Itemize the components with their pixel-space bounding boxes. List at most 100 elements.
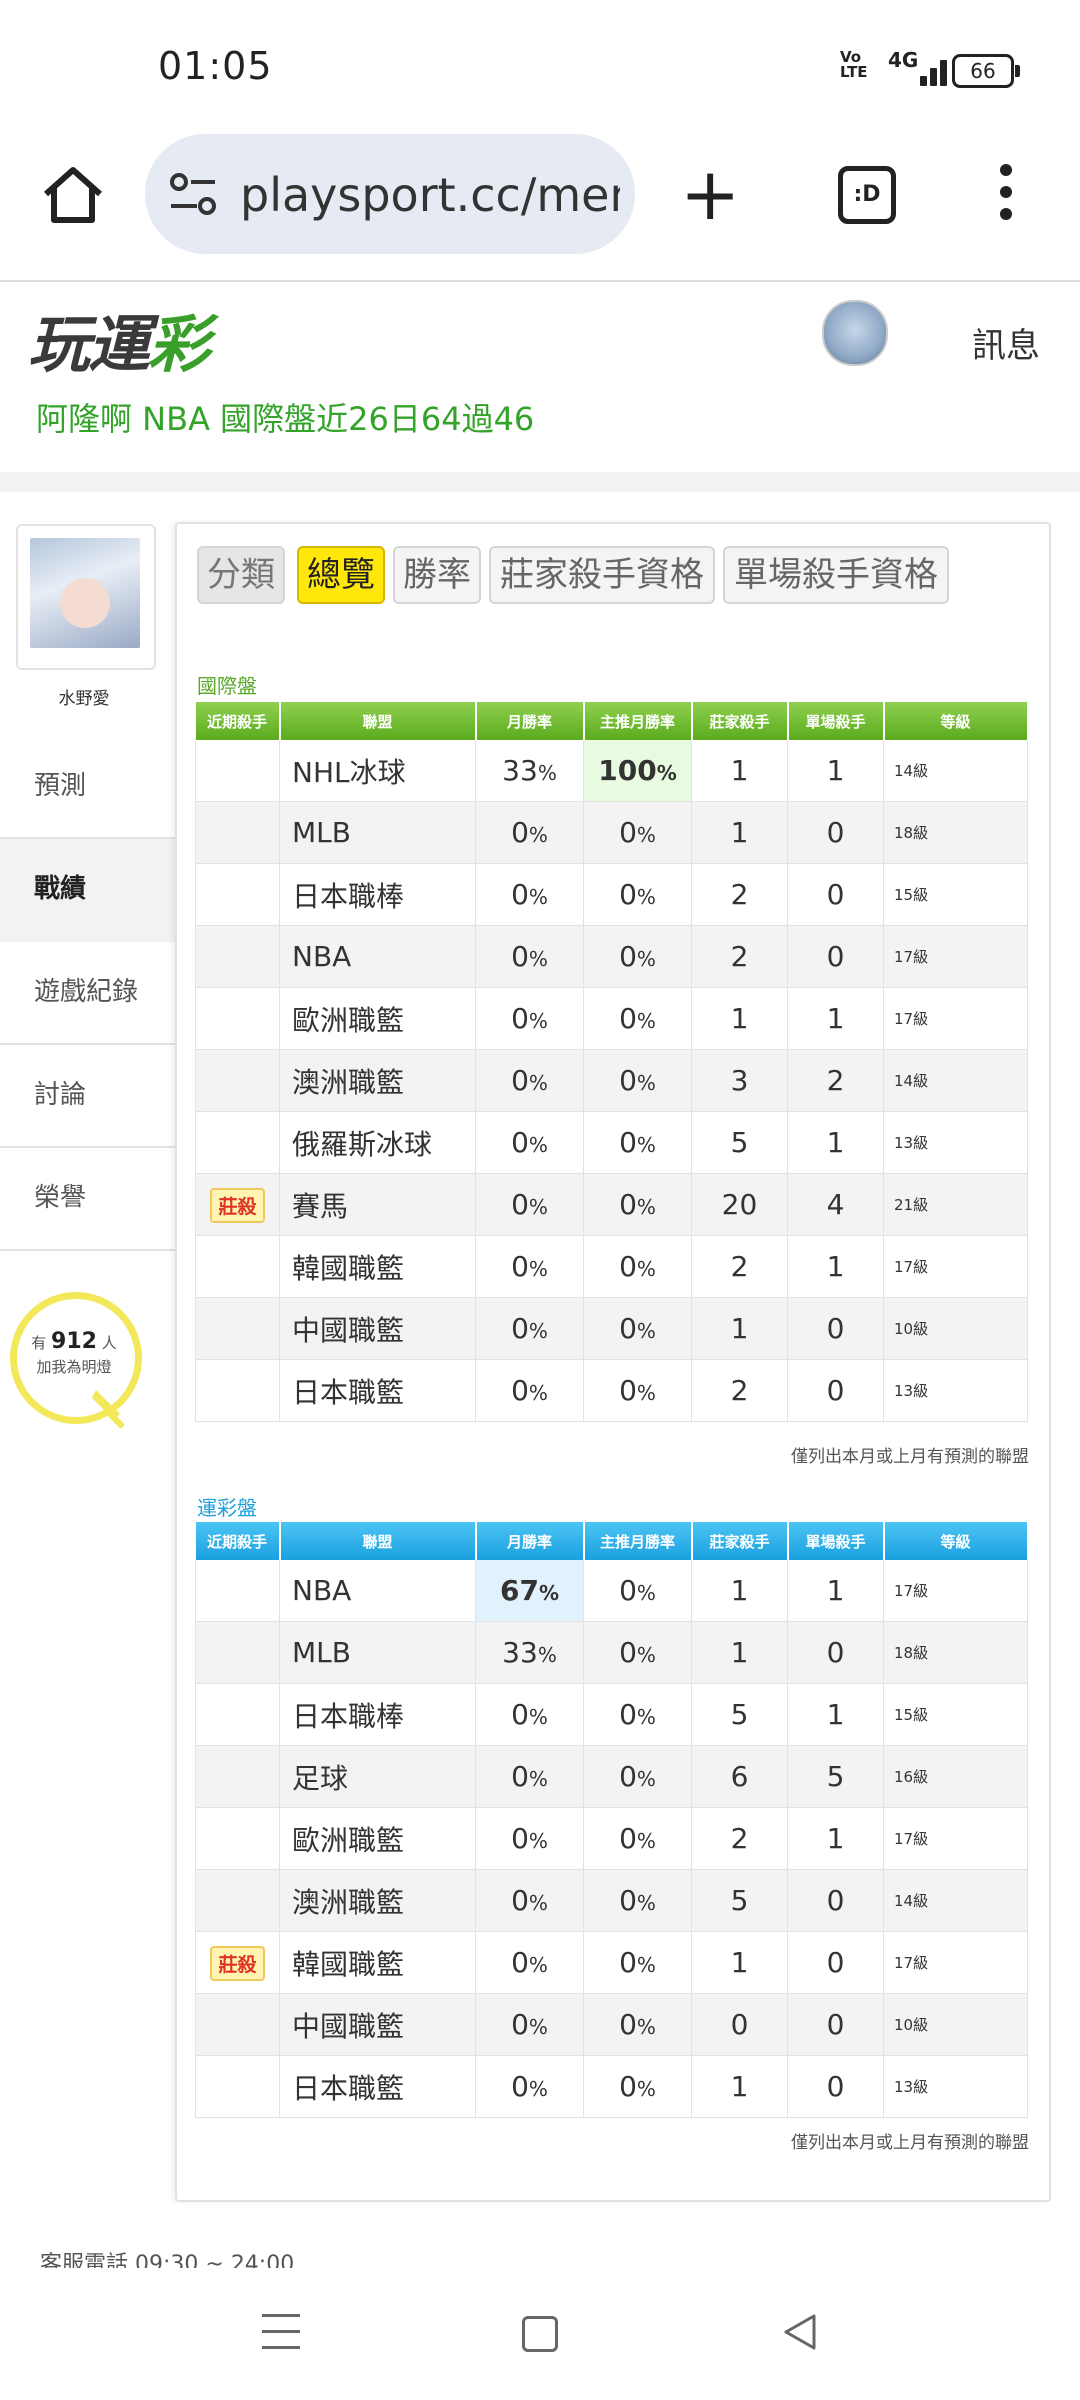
main-winrate-cell: 100% xyxy=(583,740,692,802)
league-cell[interactable]: 日本職棒 xyxy=(279,863,476,926)
table-row[interactable]: 中國職籃 0% 0% 0 0 10級 xyxy=(195,1993,1028,2056)
url-bar[interactable]: playsport.cc/men xyxy=(145,134,635,254)
recent-killer-cell xyxy=(195,1745,280,1808)
tab-category: 分類 xyxy=(197,546,285,604)
level-cell: 15級 xyxy=(883,1683,1028,1746)
table-row[interactable]: 澳洲職籃 0% 0% 5 0 14級 xyxy=(195,1869,1028,1932)
table-row[interactable]: 日本職棒 0% 0% 2 0 15級 xyxy=(195,863,1028,926)
table-row[interactable]: 歐洲職籃 0% 0% 2 1 17級 xyxy=(195,1807,1028,1870)
league-cell[interactable]: 中國職籃 xyxy=(279,1993,476,2056)
table-row[interactable]: MLB 0% 0% 1 0 18級 xyxy=(195,801,1028,864)
league-cell[interactable]: 澳洲職籃 xyxy=(279,1049,476,1112)
main-winrate-cell: 0% xyxy=(583,987,692,1050)
league-cell[interactable]: NBA xyxy=(279,1560,476,1622)
plus-icon[interactable]: + xyxy=(680,152,741,236)
profile-avatar[interactable] xyxy=(16,524,156,670)
lightbulb-icon xyxy=(10,1292,142,1424)
recent-killer-cell xyxy=(195,1807,280,1870)
table-row[interactable]: NHL冰球 33% 100% 1 1 14級 xyxy=(195,740,1028,802)
banker-killer-cell: 1 xyxy=(691,1931,788,1994)
follow-lightbulb[interactable]: 有 912 人 加我為明燈 xyxy=(10,1292,142,1442)
league-cell[interactable]: 中國職籃 xyxy=(279,1297,476,1360)
league-cell[interactable]: 日本職籃 xyxy=(279,1359,476,1422)
table-row[interactable]: MLB 33% 0% 1 0 18級 xyxy=(195,1621,1028,1684)
table-row[interactable]: 莊殺 韓國職籃 0% 0% 1 0 17級 xyxy=(195,1931,1028,1994)
url-text[interactable]: playsport.cc/men xyxy=(240,168,620,222)
main-winrate-cell: 0% xyxy=(583,1111,692,1174)
lightbulb-base-icon xyxy=(92,1390,125,1429)
table-row[interactable]: 俄羅斯冰球 0% 0% 5 1 13級 xyxy=(195,1111,1028,1174)
league-cell[interactable]: 韓國職籃 xyxy=(279,1931,476,1994)
back-icon[interactable] xyxy=(780,2312,820,2352)
month-winrate-cell: 67% xyxy=(475,1560,584,1622)
single-killer-cell: 1 xyxy=(787,1807,884,1870)
table-row[interactable]: 日本職棒 0% 0% 5 1 15級 xyxy=(195,1683,1028,1746)
league-cell[interactable]: NHL冰球 xyxy=(279,740,476,802)
league-cell[interactable]: 賽馬 xyxy=(279,1173,476,1236)
league-cell[interactable]: 韓國職籃 xyxy=(279,1235,476,1298)
league-cell[interactable]: MLB xyxy=(279,801,476,864)
recent-killer-cell xyxy=(195,1560,280,1622)
table-row[interactable]: NBA 0% 0% 2 0 17級 xyxy=(195,925,1028,988)
nav-item-predict[interactable]: 預測 xyxy=(0,736,175,839)
nav-item-honor[interactable]: 榮譽 xyxy=(0,1148,175,1251)
banker-killer-badge: 莊殺 xyxy=(210,1187,265,1223)
site-logo[interactable]: 玩運彩 xyxy=(28,308,210,381)
tab-switcher-button[interactable]: :D xyxy=(838,166,896,224)
nav-item-game-log[interactable]: 遊戲紀錄 xyxy=(0,942,175,1045)
column-header: 月勝率 xyxy=(475,1522,585,1560)
nav-item-discussion[interactable]: 討論 xyxy=(0,1045,175,1148)
main-winrate-cell: 0% xyxy=(583,1049,692,1112)
league-cell[interactable]: 日本職籃 xyxy=(279,2055,476,2118)
level-cell: 13級 xyxy=(883,2055,1028,2118)
table-row[interactable]: 中國職籃 0% 0% 1 0 10級 xyxy=(195,1297,1028,1360)
table-row[interactable]: NBA 67% 0% 1 1 17級 xyxy=(195,1560,1028,1622)
table-row[interactable]: 日本職籃 0% 0% 2 0 13級 xyxy=(195,1359,1028,1422)
league-cell[interactable]: MLB xyxy=(279,1621,476,1684)
tab-winrate[interactable]: 勝率 xyxy=(393,546,481,604)
league-cell[interactable]: 歐洲職籃 xyxy=(279,1807,476,1870)
table-row[interactable]: 歐洲職籃 0% 0% 1 1 17級 xyxy=(195,987,1028,1050)
tab-overview[interactable]: 總覽 xyxy=(297,546,385,604)
table-row[interactable]: 足球 0% 0% 6 5 16級 xyxy=(195,1745,1028,1808)
column-header: 聯盟 xyxy=(279,1522,477,1560)
nav-item-record[interactable]: 戰績 xyxy=(0,839,175,942)
recent-killer-cell xyxy=(195,1297,280,1360)
league-cell[interactable]: 足球 xyxy=(279,1745,476,1808)
main-winrate-cell: 0% xyxy=(583,863,692,926)
ticker-text[interactable]: 阿隆啊 NBA 國際盤近26日64過46 xyxy=(36,400,535,438)
tab-single-killer[interactable]: 單場殺手資格 xyxy=(723,546,949,604)
month-winrate-cell: 0% xyxy=(475,1049,584,1112)
recent-killer-cell xyxy=(195,1869,280,1932)
banker-killer-cell: 0 xyxy=(691,1993,788,2056)
league-cell[interactable]: NBA xyxy=(279,925,476,988)
month-winrate-cell: 0% xyxy=(475,1111,584,1174)
home-icon[interactable] xyxy=(38,160,108,230)
league-cell[interactable]: 日本職棒 xyxy=(279,1683,476,1746)
level-cell: 10級 xyxy=(883,1297,1028,1360)
recent-killer-cell xyxy=(195,1235,280,1298)
recent-killer-cell: 莊殺 xyxy=(195,1931,280,1994)
kebab-icon[interactable] xyxy=(1000,164,1012,224)
single-killer-cell: 0 xyxy=(787,1359,884,1422)
table-row[interactable]: 莊殺 賽馬 0% 0% 20 4 21級 xyxy=(195,1173,1028,1236)
level-cell: 18級 xyxy=(883,1621,1028,1684)
square-icon[interactable] xyxy=(522,2316,558,2352)
table-row[interactable]: 澳洲職籃 0% 0% 3 2 14級 xyxy=(195,1049,1028,1112)
single-killer-cell: 1 xyxy=(787,1235,884,1298)
banker-killer-cell: 2 xyxy=(691,1359,788,1422)
fans-count-text: 有 912 人 加我為明燈 xyxy=(31,1329,117,1377)
level-cell: 13級 xyxy=(883,1359,1028,1422)
menu-icon[interactable] xyxy=(262,2314,300,2362)
league-cell[interactable]: 俄羅斯冰球 xyxy=(279,1111,476,1174)
league-cell[interactable]: 澳洲職籃 xyxy=(279,1869,476,1932)
table-row[interactable]: 韓國職籃 0% 0% 2 1 17級 xyxy=(195,1235,1028,1298)
table-row[interactable]: 日本職籃 0% 0% 1 0 13級 xyxy=(195,2055,1028,2118)
tab-banker-killer[interactable]: 莊家殺手資格 xyxy=(489,546,715,604)
messages-link[interactable]: 訊息 xyxy=(972,326,1040,366)
record-panel: 分類 總覽 勝率 莊家殺手資格 單場殺手資格 國際盤 近期殺手 聯盟 月勝率 主推月勝… xyxy=(175,522,1051,2202)
tune-icon[interactable] xyxy=(169,172,219,218)
league-cell[interactable]: 歐洲職籃 xyxy=(279,987,476,1050)
user-avatar[interactable] xyxy=(822,300,888,366)
single-killer-cell: 0 xyxy=(787,2055,884,2118)
